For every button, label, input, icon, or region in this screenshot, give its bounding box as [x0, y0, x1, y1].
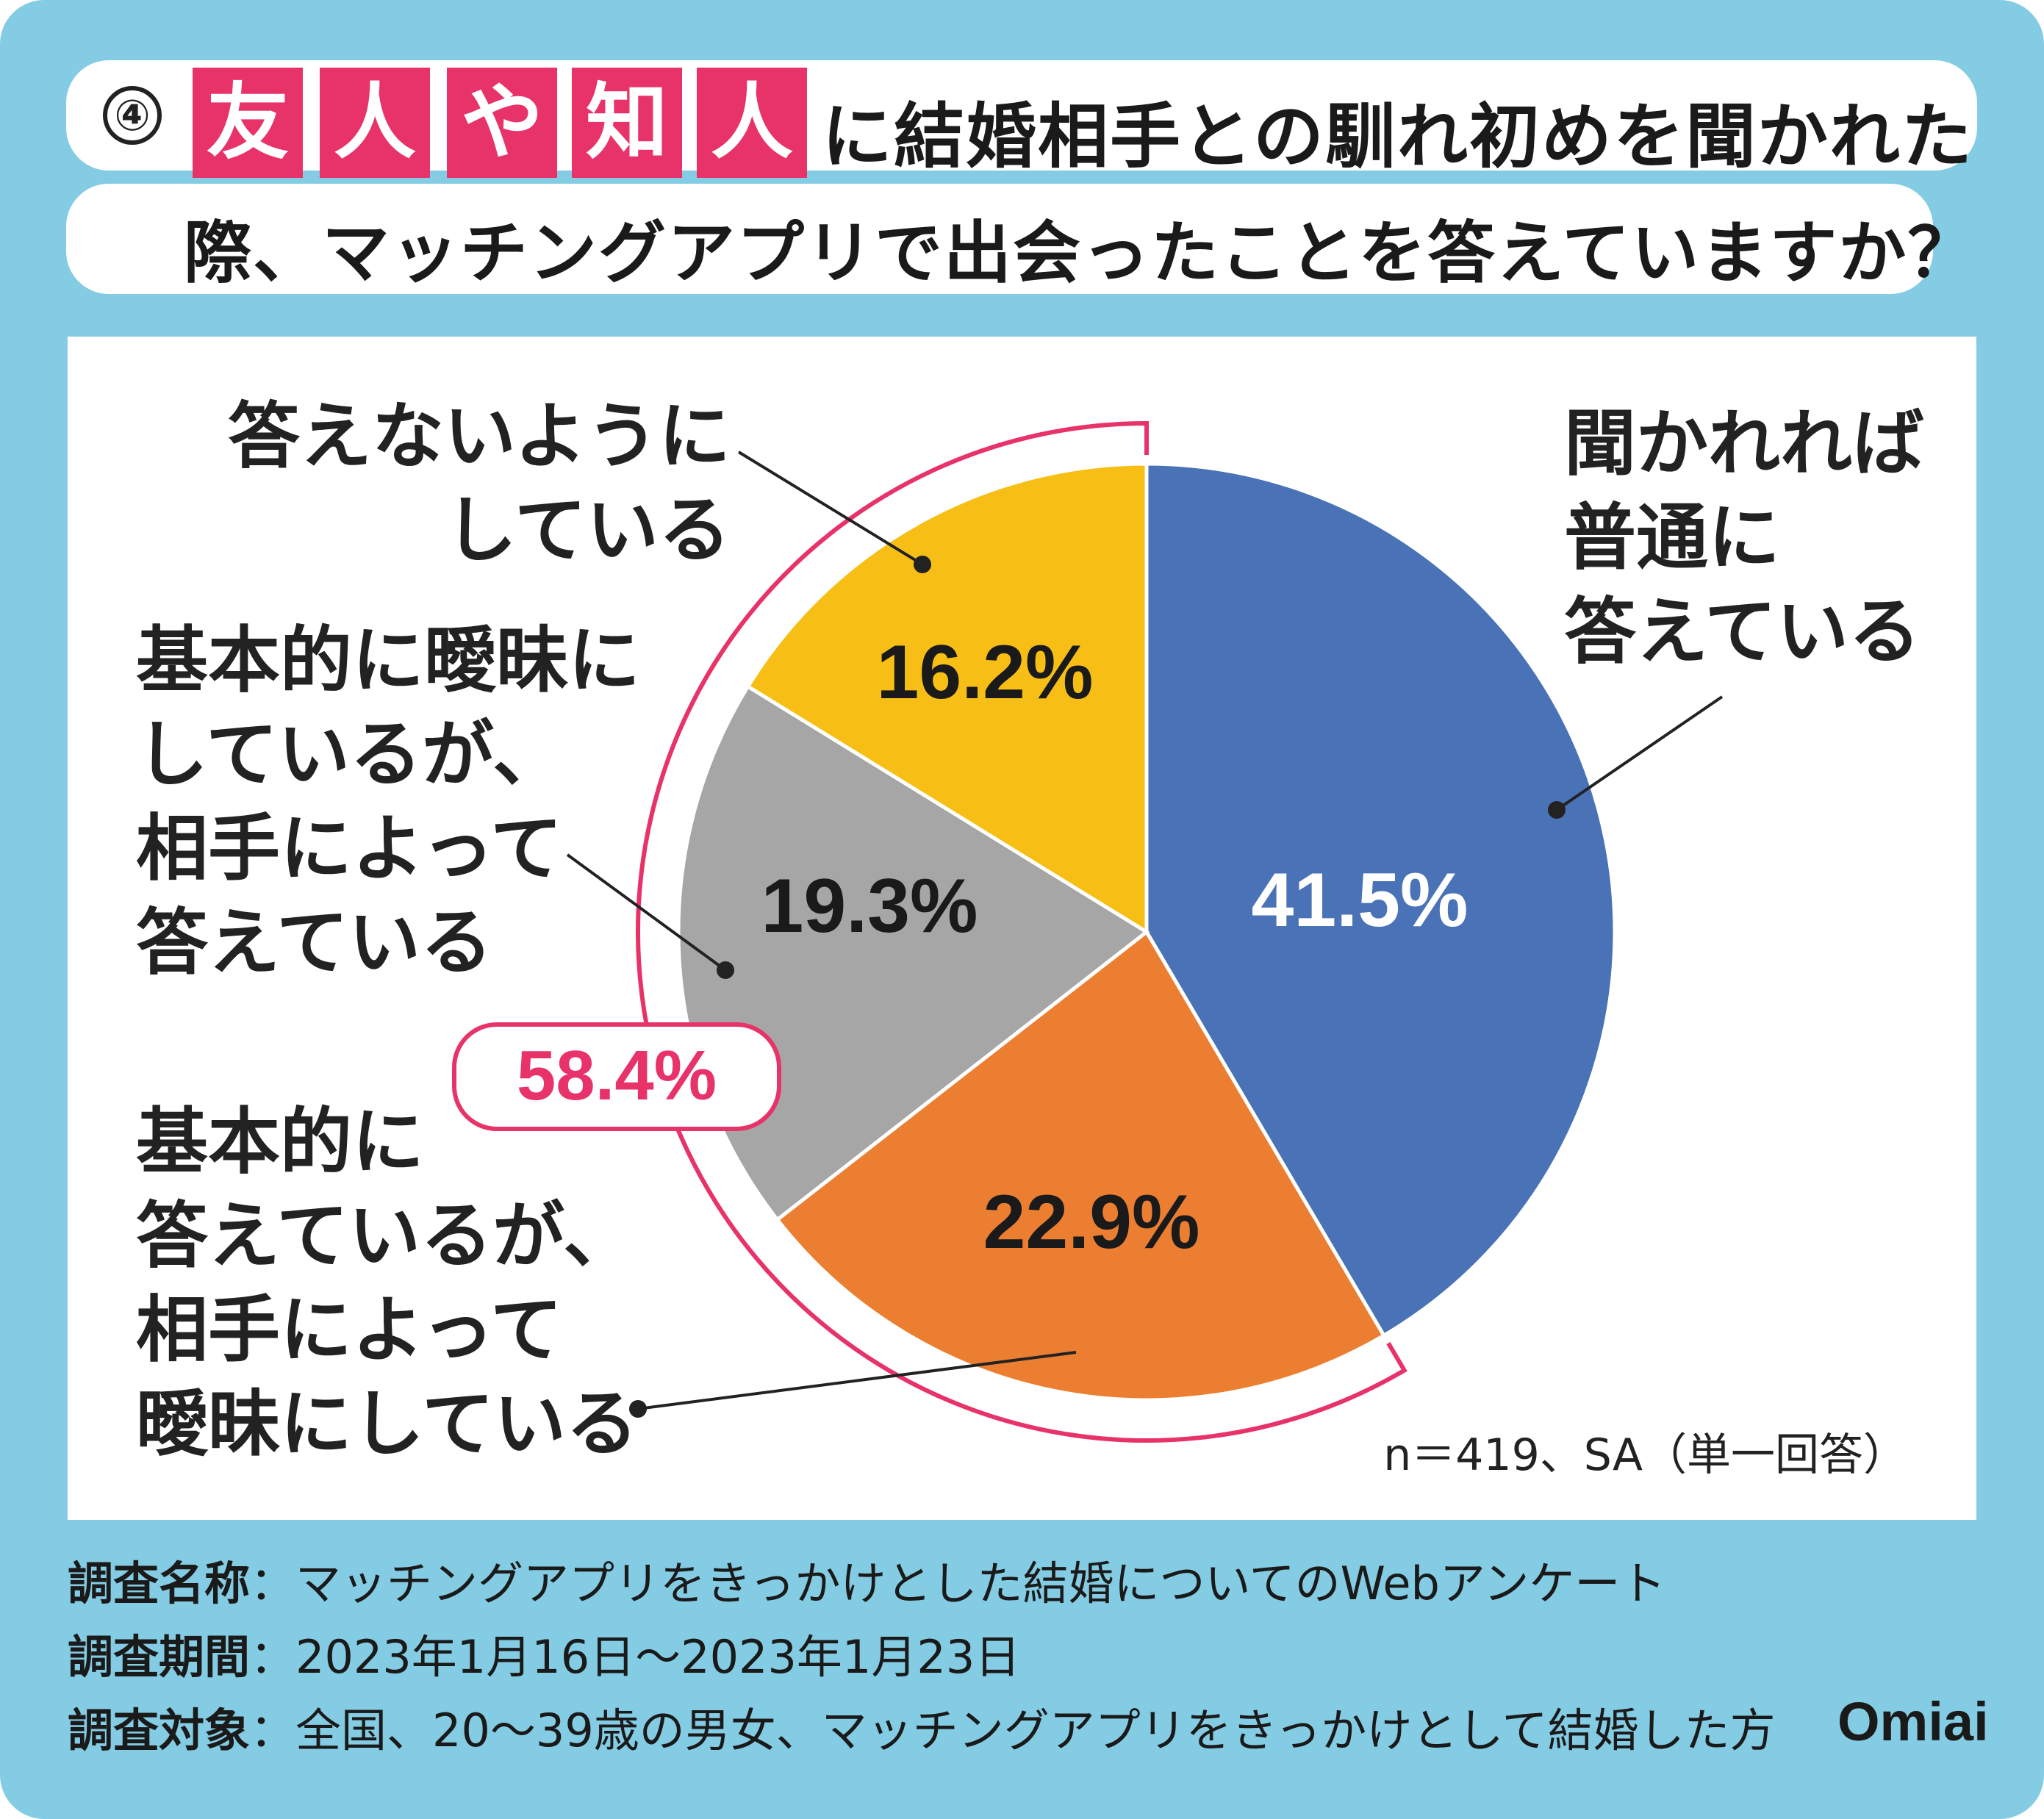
slice-gray	[676, 684, 1150, 1223]
leader-line	[637, 1351, 1077, 1410]
leader-line	[1555, 695, 1724, 811]
title-highlight-char: 人	[320, 68, 430, 178]
label-line: 基本的に曖昧に	[136, 619, 641, 703]
title-line2-text: 際、マッチングアプリで出会ったことを答えていますか？	[184, 214, 1977, 293]
leader-line	[737, 451, 924, 566]
leader-dot	[1548, 801, 1566, 819]
value-label: 22.9%	[983, 1180, 1200, 1265]
label-line: 曖昧にしている	[136, 1382, 639, 1466]
footer-value: ：全国、20～39歳の男女、マッチングアプリをきっかけとして結婚した方	[250, 1704, 1776, 1757]
footer-key: 調査名称	[68, 1557, 251, 1610]
footer-key: 調査対象	[68, 1704, 251, 1757]
leader-dot	[629, 1400, 647, 1418]
bracket-badge: 58.4%	[452, 1022, 781, 1131]
label-blue: 聞かれれば 普通に 答えている	[1564, 397, 1924, 679]
title-pill-line2	[66, 184, 1933, 294]
footer-value: ：マッチングアプリをきっかけとした結婚についてのWebアンケート	[250, 1557, 1666, 1610]
label-line: しているが、	[136, 713, 565, 797]
bracket-badge-box	[452, 1022, 781, 1131]
label-line: 答えている	[1564, 590, 1921, 674]
label-line: 聞かれれば	[1564, 402, 1925, 486]
title-highlight-char: 知	[572, 68, 682, 178]
slice-yellow	[745, 462, 1149, 936]
value-label: 41.5%	[1252, 858, 1469, 943]
label-line: 相手によって	[136, 1288, 563, 1372]
title-highlight-char: や	[447, 68, 557, 178]
title-highlight-char: 友	[193, 68, 303, 178]
footer-row: 調査期間：2023年1月16日～2023年1月23日	[68, 1621, 1775, 1694]
sample-note: n＝419、SA（単一回答）	[1383, 1429, 1907, 1481]
label-line: 相手によって	[136, 807, 563, 891]
label-orange: 基本的に 答えているが、 相手によって 曖昧にしている	[136, 1095, 638, 1471]
slice-blue	[1144, 462, 1617, 1338]
title-highlight-char: 人	[697, 68, 807, 178]
label-line: 答えている	[136, 901, 493, 985]
label-line: している	[444, 489, 731, 573]
label-line: 基本的に	[136, 1100, 425, 1184]
omiai-logo: Omiai	[1837, 1691, 1989, 1752]
title-line1-text: に結婚相手との馴れ初めを聞かれた	[822, 96, 1974, 178]
label-line: 普通に	[1564, 496, 1781, 580]
label-yellow: 答えないように している	[228, 390, 731, 578]
question-number: ④	[103, 86, 162, 145]
footer-row: 調査対象：全国、20～39歳の男女、マッチングアプリをきっかけとして結婚した方	[68, 1694, 1775, 1768]
leader-dot	[914, 556, 931, 573]
survey-footer: 調査名称：マッチングアプリをきっかけとした結婚についてのWebアンケート 調査期…	[68, 1547, 1775, 1768]
leader-dot	[717, 961, 734, 979]
slice-orange	[775, 929, 1387, 1402]
label-line: 答えているが、	[136, 1194, 636, 1278]
value-label: 19.3%	[761, 864, 978, 949]
label-line: 答えないように	[228, 395, 731, 478]
bracket-badge-text: 58.4%	[517, 1036, 717, 1115]
leader-line	[566, 853, 727, 972]
footer-key: 調査期間	[68, 1630, 251, 1684]
label-gray: 基本的に曖昧に しているが、 相手によって 答えている	[136, 614, 640, 990]
footer-row: 調査名称：マッチングアプリをきっかけとした結婚についてのWebアンケート	[68, 1547, 1775, 1621]
footer-value: ：2023年1月16日～2023年1月23日	[250, 1630, 1021, 1684]
value-label: 16.2%	[877, 630, 1094, 715]
